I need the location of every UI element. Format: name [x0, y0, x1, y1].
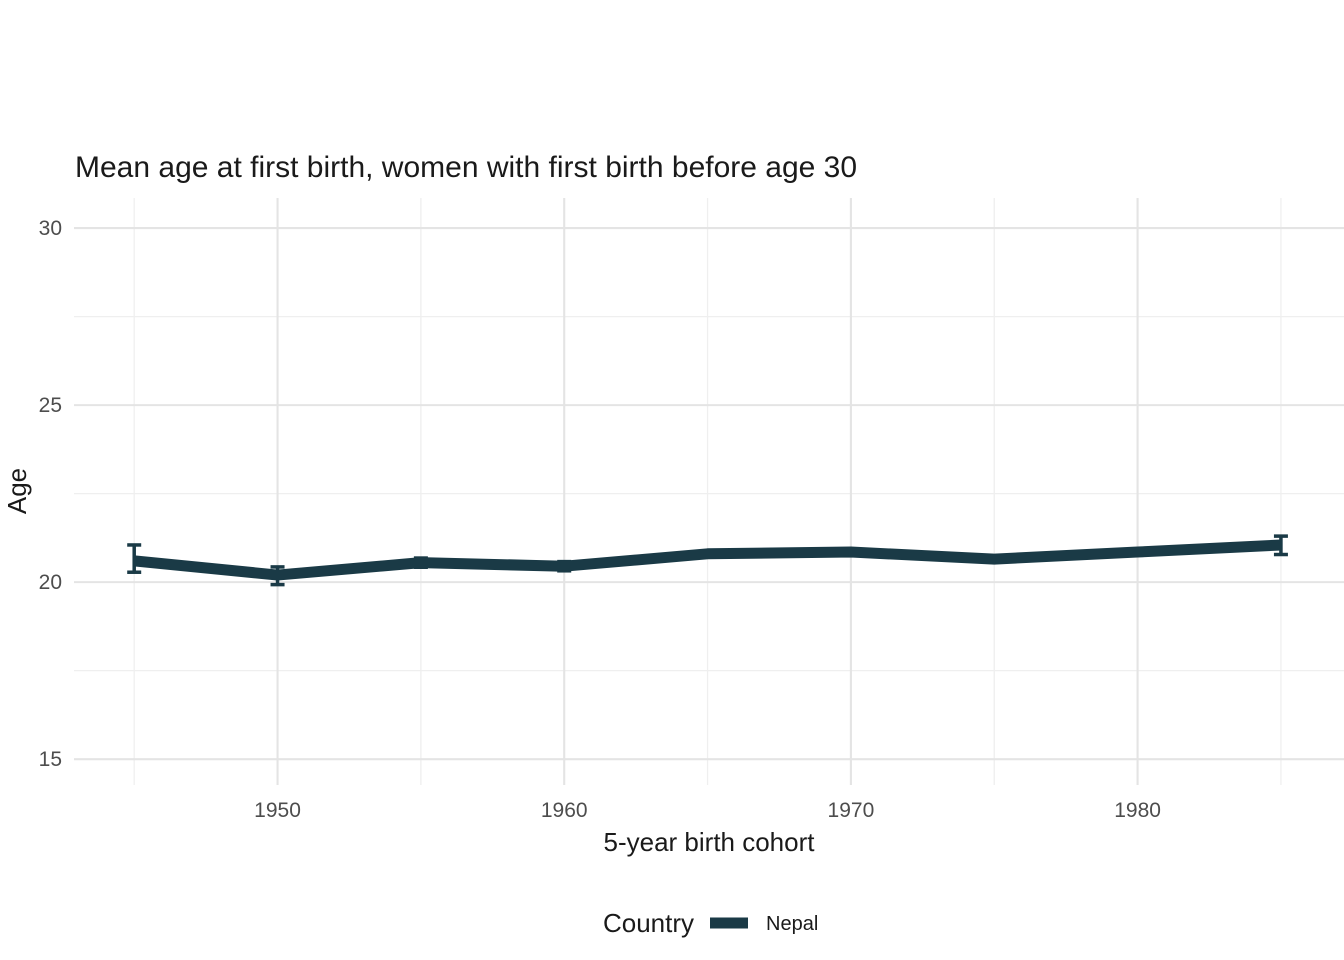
- x-axis-title: 5-year birth cohort: [604, 827, 816, 857]
- series-line-nepal: [133, 539, 1282, 581]
- chart-title: Mean age at first birth, women with firs…: [75, 151, 857, 184]
- x-tick-label: 1970: [828, 799, 875, 822]
- legend-label-nepal: Nepal: [766, 913, 818, 935]
- gridlines-minor: [74, 198, 1344, 785]
- x-tick-label: 1960: [541, 799, 588, 822]
- x-tick-label: 1980: [1114, 799, 1161, 822]
- y-tick-label: 25: [39, 394, 62, 417]
- y-axis-title: Age: [2, 468, 32, 514]
- legend: Country Nepal: [603, 908, 818, 938]
- x-axis-tick-labels: 1950 1960 1970 1980: [254, 799, 1161, 822]
- legend-title: Country: [603, 908, 694, 938]
- legend-key-nepal: [710, 917, 748, 929]
- y-axis-tick-labels: 15 20 25 30: [39, 217, 62, 771]
- gridlines-major: [74, 198, 1344, 785]
- y-tick-label: 30: [39, 217, 62, 240]
- y-tick-label: 15: [39, 748, 62, 771]
- y-tick-label: 20: [39, 571, 62, 594]
- x-tick-label: 1950: [254, 799, 301, 822]
